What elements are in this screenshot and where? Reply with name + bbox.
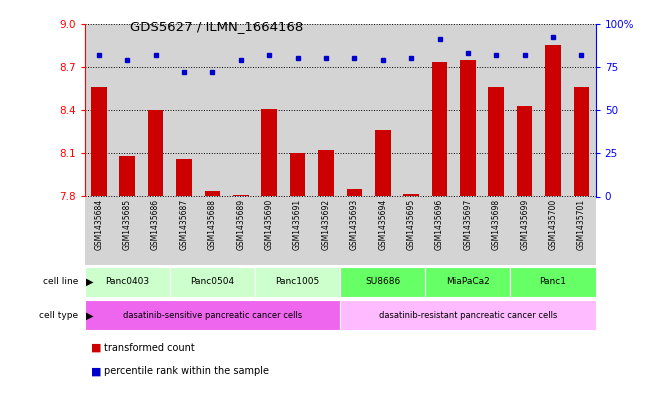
Bar <box>425 24 454 196</box>
Bar <box>119 156 135 196</box>
Bar <box>170 267 255 297</box>
Bar <box>227 24 255 196</box>
Bar <box>141 196 170 265</box>
Text: ■: ■ <box>91 366 102 376</box>
Bar <box>454 196 482 265</box>
Text: GSM1435693: GSM1435693 <box>350 198 359 250</box>
Text: Panc0504: Panc0504 <box>190 277 234 286</box>
Text: GSM1435700: GSM1435700 <box>549 198 557 250</box>
Bar <box>283 196 312 265</box>
Bar <box>283 24 312 196</box>
Bar <box>397 196 425 265</box>
Bar <box>346 189 362 196</box>
Bar <box>261 108 277 196</box>
Text: ▶: ▶ <box>86 277 94 287</box>
Bar <box>482 24 510 196</box>
Bar <box>312 196 340 265</box>
Text: dasatinib-sensitive pancreatic cancer cells: dasatinib-sensitive pancreatic cancer ce… <box>123 311 302 320</box>
Bar <box>574 87 589 196</box>
Bar <box>567 24 596 196</box>
Text: percentile rank within the sample: percentile rank within the sample <box>104 366 269 376</box>
Bar <box>148 110 163 196</box>
Text: cell line: cell line <box>43 277 78 286</box>
Bar <box>198 196 227 265</box>
Text: GSM1435699: GSM1435699 <box>520 198 529 250</box>
Bar <box>460 60 476 196</box>
Bar <box>517 106 533 196</box>
Bar <box>255 196 283 265</box>
Bar <box>368 24 397 196</box>
Text: GSM1435688: GSM1435688 <box>208 198 217 250</box>
Bar <box>340 196 368 265</box>
Text: cell type: cell type <box>39 311 78 320</box>
Bar <box>510 267 596 297</box>
Text: MiaPaCa2: MiaPaCa2 <box>446 277 490 286</box>
Text: GSM1435687: GSM1435687 <box>180 198 189 250</box>
Bar <box>432 62 447 196</box>
Bar <box>539 196 567 265</box>
Text: GSM1435690: GSM1435690 <box>265 198 273 250</box>
Bar <box>318 151 334 196</box>
Bar <box>340 267 425 297</box>
Bar <box>340 24 368 196</box>
Text: GSM1435697: GSM1435697 <box>464 198 473 250</box>
Text: ■: ■ <box>91 343 102 353</box>
Text: dasatinib-resistant pancreatic cancer cells: dasatinib-resistant pancreatic cancer ce… <box>379 311 557 320</box>
Bar <box>567 196 596 265</box>
Bar <box>170 196 198 265</box>
Bar <box>176 159 192 196</box>
Bar <box>141 24 170 196</box>
Bar <box>85 300 340 331</box>
Bar <box>425 196 454 265</box>
Bar <box>255 267 340 297</box>
Bar <box>233 195 249 196</box>
Bar <box>85 267 170 297</box>
Text: GSM1435691: GSM1435691 <box>293 198 302 250</box>
Bar <box>488 87 504 196</box>
Bar <box>375 130 391 196</box>
Bar <box>539 24 567 196</box>
Bar <box>312 24 340 196</box>
Bar <box>170 24 198 196</box>
Text: Panc0403: Panc0403 <box>105 277 149 286</box>
Text: Panc1: Panc1 <box>540 277 566 286</box>
Bar <box>397 24 425 196</box>
Bar <box>290 153 305 196</box>
Bar <box>340 300 596 331</box>
Text: GSM1435685: GSM1435685 <box>123 198 132 250</box>
Bar <box>454 24 482 196</box>
Bar <box>204 191 220 196</box>
Text: Panc1005: Panc1005 <box>275 277 320 286</box>
Bar <box>425 267 510 297</box>
Bar <box>198 24 227 196</box>
Text: GSM1435684: GSM1435684 <box>94 198 104 250</box>
Bar <box>482 196 510 265</box>
Bar <box>404 194 419 196</box>
Bar <box>546 45 561 196</box>
Text: SU8686: SU8686 <box>365 277 400 286</box>
Text: GSM1435696: GSM1435696 <box>435 198 444 250</box>
Bar <box>85 196 113 265</box>
Text: GDS5627 / ILMN_1664168: GDS5627 / ILMN_1664168 <box>130 20 303 33</box>
Text: transformed count: transformed count <box>104 343 195 353</box>
Text: GSM1435689: GSM1435689 <box>236 198 245 250</box>
Text: ▶: ▶ <box>86 310 94 320</box>
Bar <box>510 24 539 196</box>
Bar <box>255 24 283 196</box>
Text: GSM1435701: GSM1435701 <box>577 198 586 250</box>
Bar <box>113 24 141 196</box>
Text: GSM1435698: GSM1435698 <box>492 198 501 250</box>
Bar <box>510 196 539 265</box>
Bar <box>368 196 397 265</box>
Text: GSM1435695: GSM1435695 <box>407 198 415 250</box>
Text: GSM1435694: GSM1435694 <box>378 198 387 250</box>
Bar <box>113 196 141 265</box>
Text: GSM1435686: GSM1435686 <box>151 198 160 250</box>
Bar <box>85 24 113 196</box>
Text: GSM1435692: GSM1435692 <box>322 198 331 250</box>
Bar <box>91 87 107 196</box>
Bar <box>227 196 255 265</box>
